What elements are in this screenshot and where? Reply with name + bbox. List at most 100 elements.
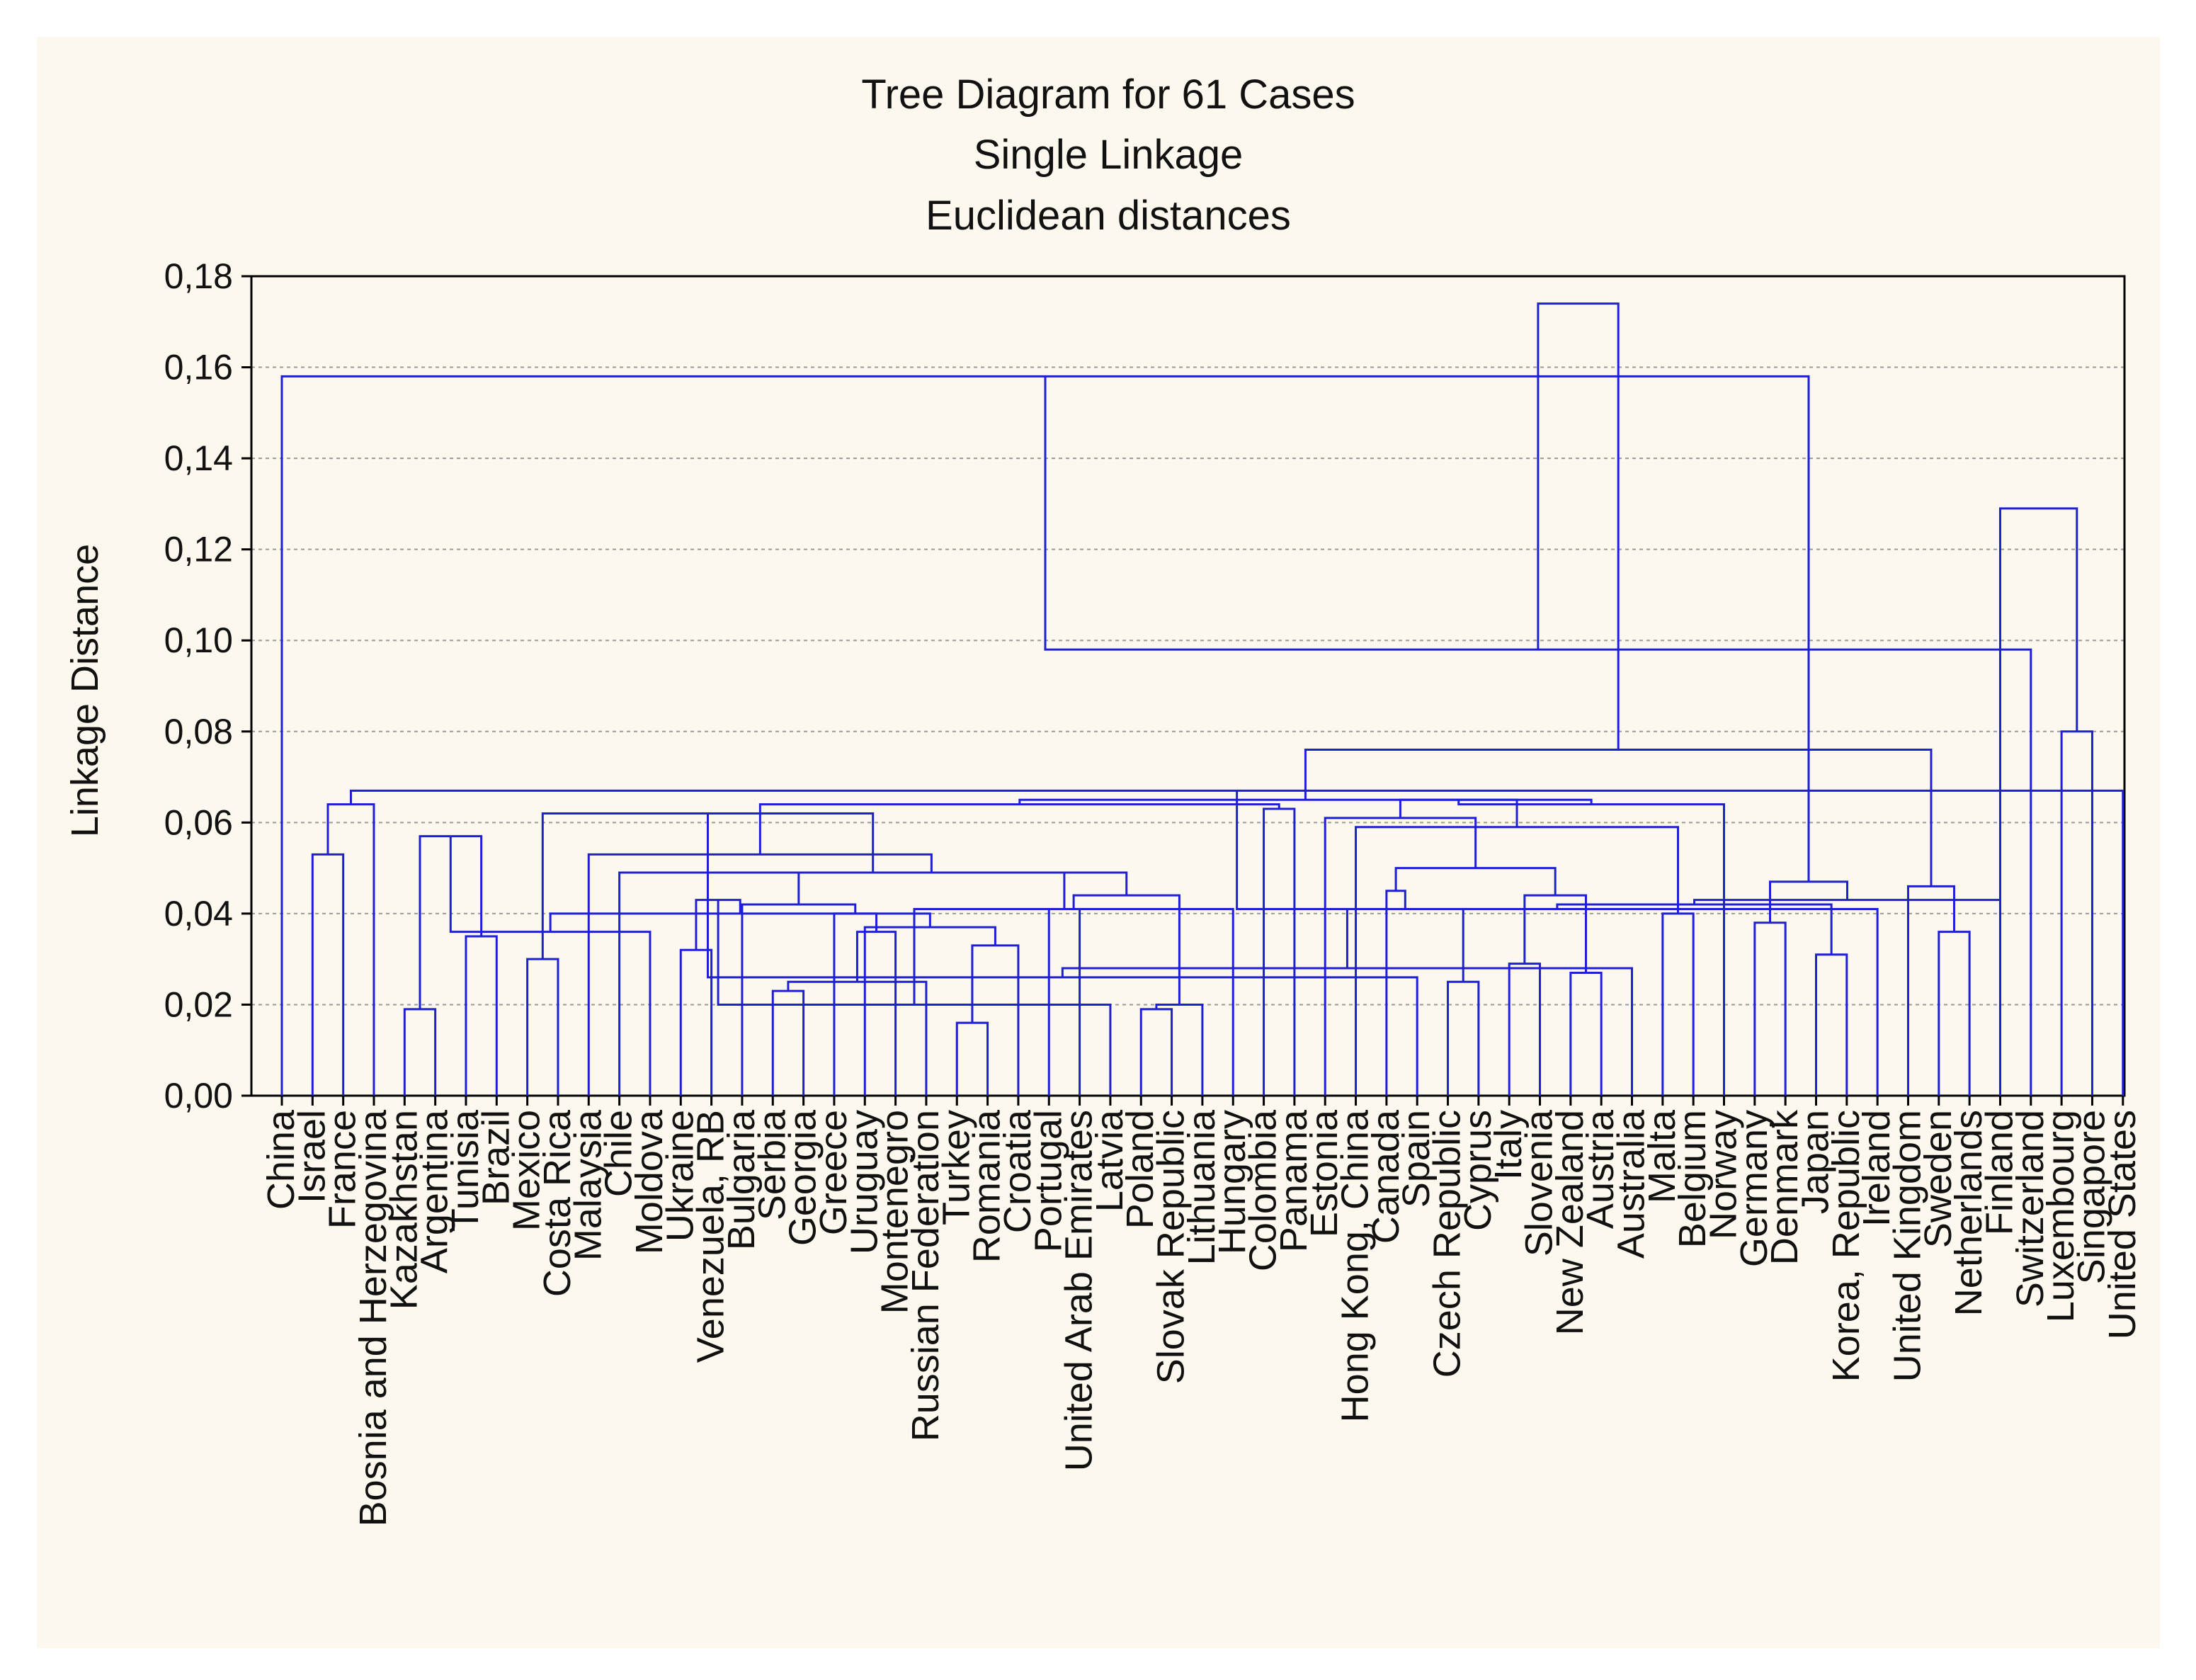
leaf-label: Belgium (1671, 1110, 1714, 1248)
leaf-label: Canada (1365, 1109, 1407, 1244)
dendrogram-link (1263, 807, 1296, 1096)
dendrogram-link (1394, 867, 1557, 896)
dendrogram-link (549, 912, 931, 932)
leaf-label: Czech Republic (1426, 1110, 1469, 1378)
y-tick-label: 0,02 (164, 984, 233, 1024)
leaf-label: Costa Rica (536, 1109, 579, 1297)
leaf-label: Netherlands (1947, 1110, 1990, 1316)
dendrogram-link (706, 813, 1418, 1096)
leaf-label: Kazakhstan (382, 1110, 425, 1310)
dendrogram-link (465, 935, 498, 1096)
dendrogram-link (311, 853, 345, 1096)
plot-area-frame (250, 275, 2126, 1097)
leaf-label: Hungary (1211, 1110, 1253, 1254)
y-tick-label: 0,06 (164, 802, 233, 842)
dendrogram-link (955, 1021, 989, 1096)
leaf-label: Singapore (2070, 1110, 2112, 1284)
leaf-label: Chile (598, 1110, 640, 1197)
leaf-label: Cyprus (1457, 1110, 1499, 1231)
y-tick-label: 0,16 (164, 348, 233, 387)
leaf-label: Israel (290, 1110, 333, 1203)
leaf-label: Tunisia (444, 1109, 487, 1232)
leaf-label: Croatia (996, 1109, 1039, 1233)
leaf-label: Brazil (474, 1110, 517, 1205)
dendrogram-link (1508, 963, 1542, 1096)
y-tick-label: 0,10 (164, 620, 233, 660)
dendrogram-link (863, 926, 996, 1096)
dendrogram-link (1346, 907, 1464, 982)
dendrogram-link (758, 803, 1280, 855)
leaf-label: Greece (812, 1110, 855, 1235)
dendrogram-link (971, 944, 1020, 1096)
leaf-label: Italy (1487, 1110, 1530, 1180)
leaf-label: Denmark (1763, 1109, 1806, 1265)
dendrogram-link (1906, 885, 1955, 1096)
dendrogram-link (741, 903, 857, 1096)
leaf-label: Sweden (1917, 1110, 1959, 1248)
dendrogram-link (771, 989, 805, 1096)
y-tick-label: 0,18 (164, 256, 233, 296)
leaf-label: Austria (1579, 1109, 1622, 1229)
y-tick-label: 0,00 (164, 1076, 233, 1116)
y-tick-label: 0,12 (164, 530, 233, 569)
leaf-label: Uruguay (843, 1110, 885, 1254)
dendrogram-link (1061, 967, 1634, 1096)
leaf-label: Bulgaria (720, 1109, 763, 1250)
dendrogram-link (1769, 880, 1849, 923)
dendrogram-link (787, 980, 928, 1096)
leaf-label: Malta (1641, 1109, 1683, 1203)
dendrogram-link (1457, 800, 1726, 1096)
leaf-label: Germany (1733, 1110, 1775, 1267)
leaf-label: United States (2101, 1110, 2144, 1339)
leaf-label: Latvia (1088, 1109, 1131, 1212)
leaf-label: Panama (1273, 1109, 1315, 1252)
dendrogram-link (526, 958, 559, 1096)
dendrogram-link (1537, 302, 1620, 750)
dendrogram-link (1815, 953, 1848, 1096)
leaf-label: Estonia (1303, 1109, 1346, 1237)
dendrogram-link (913, 907, 1234, 1096)
dendrogram-link (1385, 890, 1406, 1096)
dendrogram-link (1753, 921, 1787, 1096)
leaf-label: China (260, 1109, 302, 1210)
leaf-label: Venezuela, RB (690, 1110, 732, 1363)
leaf-label: Poland (1119, 1110, 1161, 1229)
dendrogram-link (855, 931, 897, 1096)
leaf-label: Hong Kong, China (1334, 1109, 1377, 1422)
leaf-label: Bosnia and Herzegovina (352, 1109, 394, 1526)
leaf-label: Japan (1794, 1110, 1837, 1214)
chart-subtitle-method: Single Linkage (974, 132, 1244, 178)
leaf-label: Slovenia (1518, 1109, 1561, 1256)
dendrogram-link (1139, 1008, 1173, 1096)
dendrogram-link (1998, 507, 2078, 1096)
leaf-label: Argentina (414, 1109, 456, 1273)
y-tick-label: 0,14 (164, 438, 233, 478)
leaf-label: Korea, Republic (1825, 1110, 1867, 1382)
leaf-label: Colombia (1242, 1109, 1285, 1271)
leaf-label: Lithuania (1181, 1109, 1223, 1265)
leaf-label: Australia (1610, 1109, 1653, 1259)
dendrogram-link (326, 803, 375, 1096)
dendrogram-link (1047, 907, 1081, 1096)
dendrogram-link (1938, 931, 1971, 1096)
dendrogram-link (1155, 1003, 1204, 1096)
chart-title: Tree Diagram for 61 Cases (861, 72, 1355, 118)
leaf-label: Norway (1702, 1110, 1745, 1239)
chart-panel (37, 37, 2160, 1648)
y-tick-label: 0,08 (164, 712, 233, 751)
dendrogram-link (1447, 980, 1480, 1096)
y-axis-label: Linkage Distance (64, 544, 106, 837)
leaf-label: Moldova (628, 1109, 671, 1254)
leaf-label: Spain (1395, 1110, 1438, 1208)
chart-subtitle-metric: Euclidean distances (926, 193, 1291, 239)
dendrogram-link (1236, 790, 1879, 1096)
leaf-label: Switzerland (2009, 1110, 2052, 1307)
leaf-label: Serbia (751, 1109, 793, 1220)
leaf-label: Portugal (1027, 1110, 1069, 1252)
dendrogram-link (587, 853, 933, 1096)
y-tick-label: 0,04 (164, 894, 233, 933)
leaf-label: Luxembourg (2039, 1110, 2082, 1322)
leaf-label: United Kingdom (1886, 1110, 1928, 1382)
leaf-label: Slovak Republic (1150, 1110, 1193, 1384)
